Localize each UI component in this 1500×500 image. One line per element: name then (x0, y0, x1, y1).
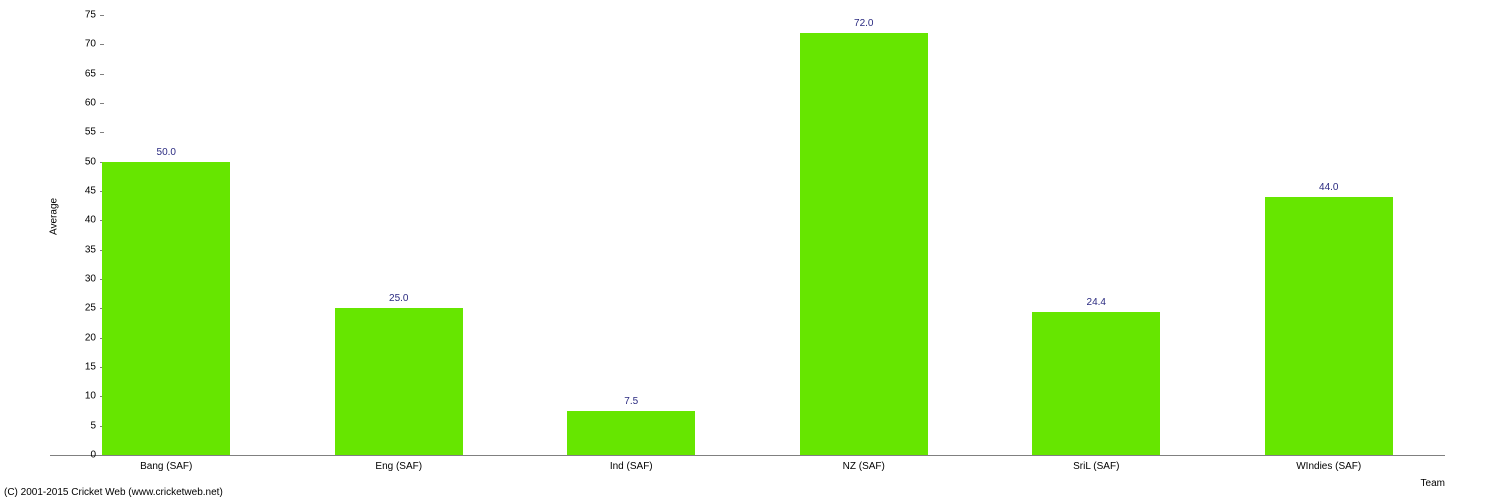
bar-value-label: 7.5 (515, 396, 748, 407)
x-tick-label: Bang (SAF) (50, 455, 283, 472)
bar (567, 411, 695, 455)
x-tick-label: WIndies (SAF) (1213, 455, 1446, 472)
bar (335, 308, 463, 455)
bar-slot: 72.0NZ (SAF) (748, 15, 981, 455)
bar-value-label: 72.0 (748, 18, 981, 29)
bar (1265, 197, 1393, 455)
bar-value-label: 24.4 (980, 297, 1213, 308)
bar-value-label: 44.0 (1213, 182, 1446, 193)
x-tick-label: Eng (SAF) (283, 455, 516, 472)
bar-slot: 50.0Bang (SAF) (50, 15, 283, 455)
x-axis-label: Team (1421, 478, 1445, 489)
bar-slot: 25.0Eng (SAF) (283, 15, 516, 455)
copyright-text: (C) 2001-2015 Cricket Web (www.cricketwe… (4, 487, 223, 498)
x-tick-label: Ind (SAF) (515, 455, 748, 472)
bar-slot: 7.5Ind (SAF) (515, 15, 748, 455)
bar (1032, 312, 1160, 455)
bar-value-label: 50.0 (50, 147, 283, 158)
bars-area: 50.0Bang (SAF)25.0Eng (SAF)7.5Ind (SAF)7… (50, 15, 1445, 455)
bar-slot: 44.0WIndies (SAF) (1213, 15, 1446, 455)
bar-slot: 24.4SriL (SAF) (980, 15, 1213, 455)
bar-value-label: 25.0 (283, 293, 516, 304)
chart-container: Average 051015202530354045505560657075 5… (0, 0, 1500, 500)
x-tick-label: SriL (SAF) (980, 455, 1213, 472)
plot-area: Average 051015202530354045505560657075 5… (50, 15, 1445, 456)
x-tick-label: NZ (SAF) (748, 455, 981, 472)
bar (800, 33, 928, 455)
bar (102, 162, 230, 455)
